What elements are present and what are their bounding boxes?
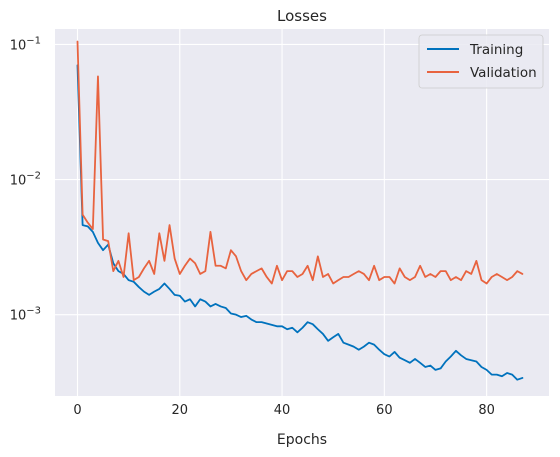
- x-tick-label: 40: [274, 403, 291, 418]
- y-tick-exponent: −2: [26, 171, 41, 182]
- x-tick-label: 0: [73, 403, 81, 418]
- y-tick-label: 10−1: [10, 35, 41, 53]
- legend-label-validation: Validation: [470, 65, 537, 81]
- x-tick-label: 80: [478, 403, 495, 418]
- legend: Training Validation: [419, 35, 543, 88]
- y-tick-exponent: −3: [26, 306, 41, 317]
- x-axis-label: Epochs: [277, 432, 327, 448]
- y-tick-label: 10−2: [10, 171, 41, 189]
- chart-title: Losses: [277, 7, 327, 25]
- y-tick-base: 10: [10, 309, 27, 324]
- y-tick-base: 10: [10, 174, 27, 189]
- x-tick-labels: 0 20 40 60 80: [73, 403, 495, 418]
- y-tick-base: 10: [10, 38, 27, 53]
- x-tick-label: 20: [172, 403, 189, 418]
- x-tick-label: 60: [376, 403, 393, 418]
- y-tick-labels: 10−310−210−1: [10, 35, 41, 323]
- legend-label-training: Training: [469, 42, 523, 58]
- y-tick-exponent: −1: [26, 35, 41, 46]
- y-tick-label: 10−3: [10, 306, 41, 324]
